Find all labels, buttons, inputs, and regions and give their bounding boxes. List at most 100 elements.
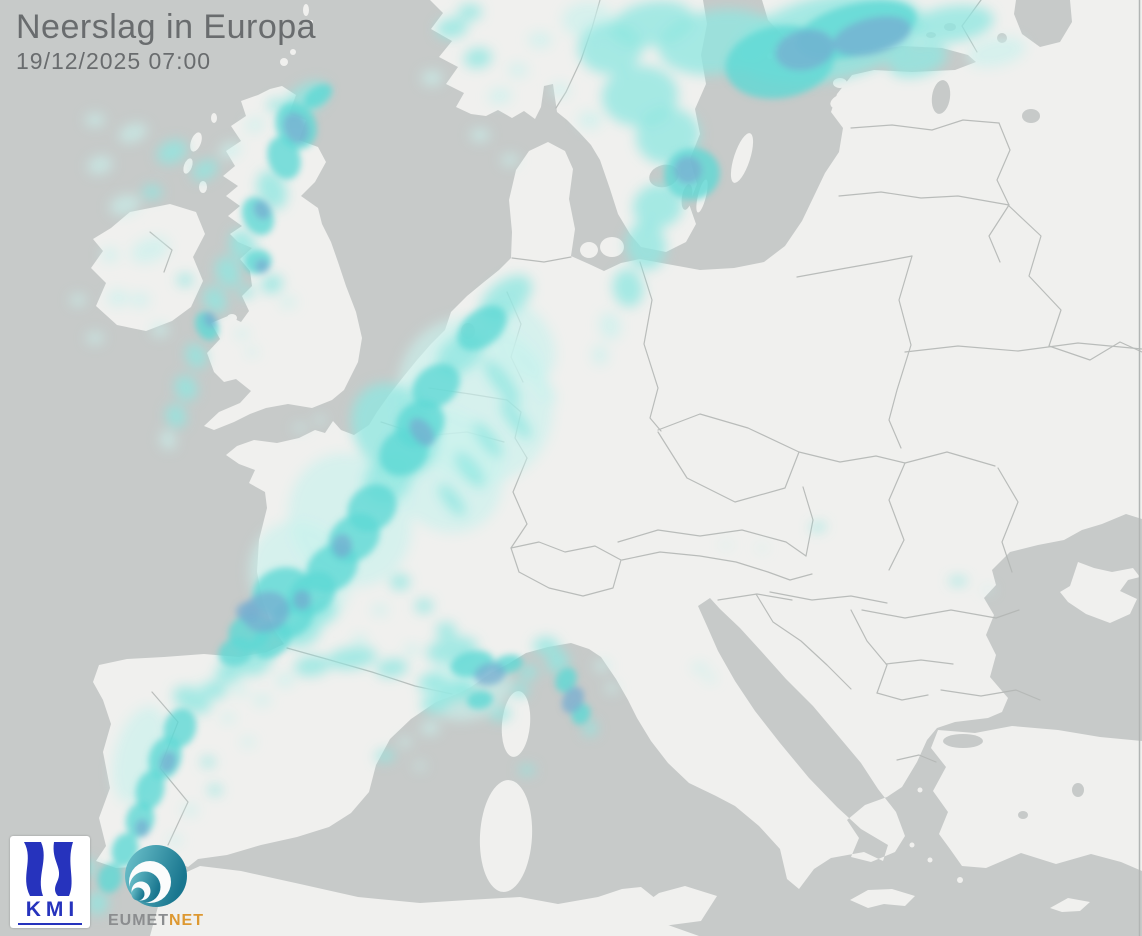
precipitation-cell <box>888 42 948 78</box>
precipitation-cell <box>555 667 577 693</box>
border-latvia-belarus <box>996 122 1011 206</box>
precipitation-cell <box>578 111 602 129</box>
precipitation-cell <box>508 63 528 77</box>
precipitation-cell <box>470 128 490 142</box>
precipitation-cell <box>721 542 731 548</box>
border-france-germany <box>510 457 528 549</box>
land-hebrides-2 <box>183 158 193 174</box>
precipitation-cell <box>182 804 198 816</box>
land-hebrides-3 <box>199 181 207 193</box>
precipitation-cell <box>398 737 412 747</box>
precipitation-cell <box>546 650 570 674</box>
precipitation-cell <box>704 674 716 682</box>
precipitation-cell <box>598 312 622 340</box>
precipitation-cell <box>86 332 104 344</box>
precipitation-cell <box>420 721 440 735</box>
precipitation-cell <box>375 749 395 763</box>
precipitation-cell <box>173 686 211 714</box>
precipitation-cell <box>238 286 254 298</box>
border-greece-albania <box>896 754 937 763</box>
precipitation-cell <box>421 694 451 714</box>
land-cyprus <box>1050 898 1090 912</box>
border-hungary-south <box>769 591 888 604</box>
precipitation-cell <box>533 376 557 404</box>
precipitation-cell <box>390 574 410 590</box>
precipitation-cell <box>293 424 307 432</box>
country-borders-layer <box>149 0 1142 846</box>
precipitation-cell <box>203 681 227 699</box>
land-aegean-island-3 <box>892 827 898 833</box>
land-bornholm <box>663 265 673 271</box>
precipitation-cell <box>201 757 215 767</box>
land-aegean-island-7 <box>947 787 953 793</box>
precipitation-cell <box>165 404 187 428</box>
precipitation-cell <box>241 737 255 747</box>
precipitation-layer <box>70 0 1026 915</box>
precipitation-cell <box>592 345 608 365</box>
precipitation-cell <box>192 159 218 181</box>
precipitation-cell <box>352 634 368 646</box>
precipitation-cell <box>185 343 207 369</box>
precipitation-cell <box>242 591 290 633</box>
precipitation-cell <box>203 286 227 314</box>
precipitation-cell <box>130 293 150 307</box>
precipitation-cell <box>418 672 446 692</box>
border-lithuania-poland <box>796 255 913 278</box>
precipitation-cell <box>327 646 377 670</box>
precipitation-cell <box>454 451 486 489</box>
precipitation-cell <box>605 683 619 693</box>
land-hebrides-4 <box>211 113 217 123</box>
precipitation-cell <box>221 713 235 723</box>
precipitation-cell <box>910 5 994 43</box>
precipitation-cell <box>533 637 559 655</box>
precipitation-cell <box>208 785 222 795</box>
precipitation-cell <box>528 32 552 48</box>
precipitation-cell <box>949 577 967 585</box>
precipitation-cell <box>757 545 767 551</box>
land-corsica <box>501 691 531 757</box>
precipitation-cell <box>438 483 466 517</box>
precipitation-cell <box>458 4 482 20</box>
land-aegean-island-1 <box>902 767 908 773</box>
precipitation-cell <box>235 329 249 339</box>
lake-ladoga <box>1014 0 1072 47</box>
border-serbia <box>850 609 888 694</box>
precipitation-cell <box>107 290 129 306</box>
land-mallorca <box>315 759 349 781</box>
border-moldova <box>997 467 1019 573</box>
map-header: Neerslag in Europa 19/12/2025 07:00 <box>16 8 316 75</box>
precipitation-cell <box>775 29 835 71</box>
precipitation-cell <box>404 644 420 656</box>
land-shetland <box>303 4 309 16</box>
precipitation-cell <box>87 155 113 175</box>
land-rhodes <box>957 877 963 883</box>
precipitation-cell <box>177 274 193 286</box>
eumetnet-logo-icon <box>125 845 187 907</box>
precipitation-cell <box>203 312 217 328</box>
border-ukraine-russia <box>1048 341 1142 361</box>
kmi-logo: KMI <box>10 836 90 928</box>
precipitation-cell <box>253 694 271 706</box>
precipitation-cell <box>168 835 182 845</box>
precipitation-cell <box>612 269 644 307</box>
kmi-logo-label: KMI <box>17 898 83 925</box>
land-sicily <box>637 886 717 926</box>
precipitation-cell <box>674 156 702 184</box>
precipitation-cell <box>519 765 535 775</box>
precipitation-cell <box>267 136 301 180</box>
land-aegean-island-6 <box>942 827 948 833</box>
precipitation-cell <box>692 663 708 673</box>
precipitation-cell <box>142 185 162 199</box>
precipitation-cell <box>594 660 610 672</box>
land-zealand <box>600 237 624 257</box>
border-lithuania-belarus <box>988 204 1010 263</box>
land-aegean-island-5 <box>927 857 933 863</box>
precipitation-cell <box>253 200 271 220</box>
land-aegean-island-2 <box>917 787 923 793</box>
border-poland-germany <box>639 261 662 432</box>
precipitation-cell <box>97 863 123 893</box>
land-aegean-island-4 <box>909 842 915 848</box>
precipitation-cell <box>372 604 388 616</box>
precipitation-cell <box>550 83 570 97</box>
precipitation-cell <box>303 84 333 108</box>
